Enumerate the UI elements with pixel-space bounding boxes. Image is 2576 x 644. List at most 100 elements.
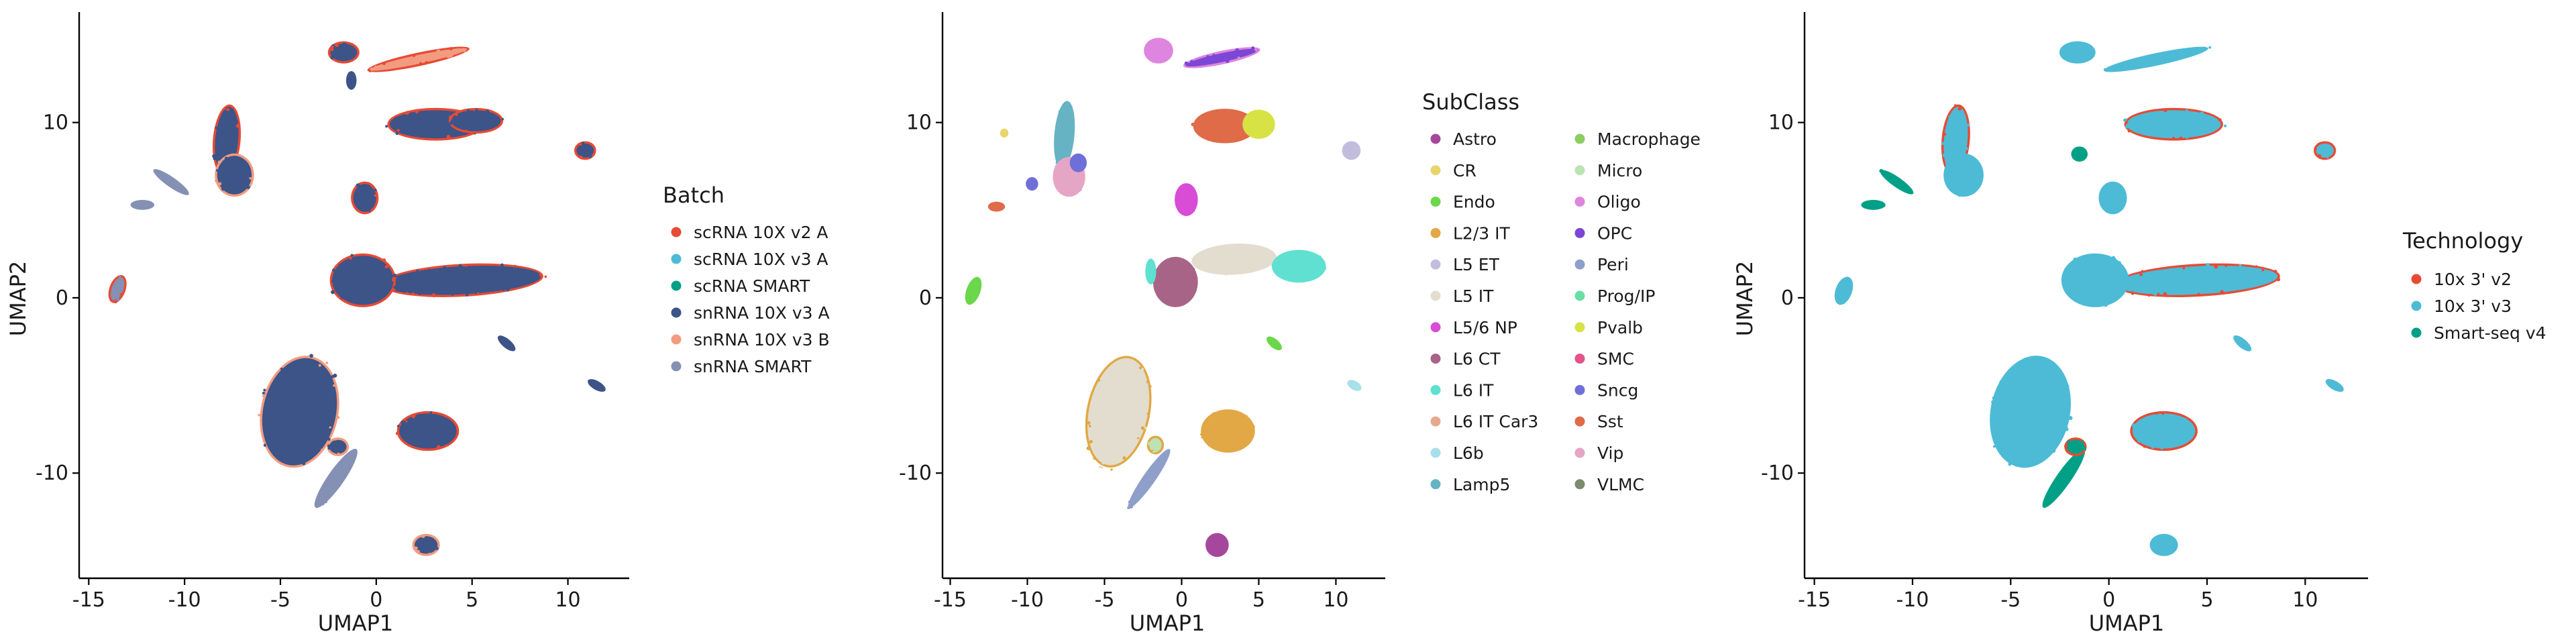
point xyxy=(989,207,993,210)
point xyxy=(2223,124,2227,127)
point xyxy=(332,268,335,272)
point xyxy=(2276,277,2281,282)
cluster-core xyxy=(2106,48,2206,71)
cluster xyxy=(130,200,155,210)
point xyxy=(2326,156,2329,159)
cluster xyxy=(381,263,547,298)
legend-swatch xyxy=(671,254,682,264)
point xyxy=(1835,296,1839,299)
point xyxy=(325,362,329,364)
point xyxy=(1943,133,1947,136)
point xyxy=(238,123,241,126)
point xyxy=(414,546,418,551)
cluster xyxy=(448,107,504,134)
point xyxy=(2024,357,2027,361)
legend-swatch xyxy=(671,361,682,372)
legend-item: SMC xyxy=(1574,350,1634,369)
point xyxy=(350,72,354,76)
cluster-core xyxy=(2116,265,2278,295)
point xyxy=(446,134,451,139)
point xyxy=(1212,248,1216,252)
cluster xyxy=(1879,168,1914,195)
point xyxy=(351,85,354,88)
point xyxy=(2057,472,2062,477)
point xyxy=(421,534,425,538)
point xyxy=(2200,111,2204,115)
point xyxy=(1054,138,1058,142)
cluster xyxy=(497,335,516,352)
legend-item: scRNA 10X v2 A xyxy=(671,223,828,242)
point xyxy=(1949,158,1953,162)
legend-item: VLMC xyxy=(1574,475,1644,494)
point xyxy=(1185,212,1188,215)
cluster-core xyxy=(1130,451,1169,506)
cluster xyxy=(2061,253,2130,307)
point xyxy=(1236,111,1240,115)
point xyxy=(1886,177,1890,181)
point xyxy=(458,264,462,268)
point xyxy=(1083,162,1087,165)
cluster xyxy=(1145,258,1157,284)
point xyxy=(1354,386,1358,390)
point xyxy=(1270,120,1274,123)
point xyxy=(2200,50,2204,53)
point xyxy=(2112,182,2116,186)
point xyxy=(2072,152,2075,156)
point xyxy=(2091,256,2094,259)
legend-swatch xyxy=(1574,259,1585,270)
point xyxy=(1195,276,1198,280)
point xyxy=(1942,153,1947,158)
point xyxy=(405,420,408,423)
point xyxy=(1152,450,1155,453)
cluster xyxy=(345,70,357,90)
cluster xyxy=(588,379,606,392)
cluster-core xyxy=(1087,358,1150,466)
legend-item: L5/6 NP xyxy=(1430,318,1517,337)
cluster xyxy=(1144,38,1173,64)
point xyxy=(1055,129,1059,133)
point xyxy=(1192,206,1195,209)
point xyxy=(216,169,219,172)
point xyxy=(1255,50,1258,54)
point xyxy=(1882,170,1886,174)
point xyxy=(1238,136,1242,140)
point xyxy=(248,180,251,182)
point xyxy=(334,438,337,441)
point xyxy=(2063,268,2068,272)
point xyxy=(476,292,480,295)
legend-item: scRNA SMART xyxy=(671,276,810,296)
point xyxy=(1055,164,1059,169)
point xyxy=(1140,426,1145,430)
legend-swatch xyxy=(1430,479,1441,490)
point xyxy=(1211,268,1216,272)
point xyxy=(1909,190,1913,194)
point xyxy=(2273,270,2277,274)
legend-item: L6 IT xyxy=(1430,380,1494,400)
point xyxy=(2261,268,2265,272)
legend-item: Oligo xyxy=(1574,193,1641,212)
cluster xyxy=(2233,335,2252,352)
point xyxy=(2247,346,2251,350)
point xyxy=(337,452,340,455)
legend-title: Batch xyxy=(663,182,724,208)
x-tick-label: -5 xyxy=(270,588,290,612)
legend-title: SubClass xyxy=(1422,89,1519,115)
point xyxy=(1001,205,1005,209)
cluster xyxy=(1175,183,1198,216)
point xyxy=(514,264,517,268)
point xyxy=(502,288,505,291)
point xyxy=(1224,272,1228,276)
point xyxy=(352,80,356,83)
point xyxy=(1147,263,1150,266)
cluster xyxy=(1342,141,1361,160)
legend-label: VLMC xyxy=(1597,475,1644,494)
point xyxy=(580,155,583,158)
point xyxy=(2060,432,2065,437)
cluster-core xyxy=(2061,44,2094,62)
point xyxy=(1146,412,1150,415)
cluster xyxy=(2130,411,2198,451)
legend-label: Vip xyxy=(1597,443,1623,463)
point xyxy=(224,156,229,161)
point xyxy=(2102,204,2106,207)
point xyxy=(973,277,978,282)
